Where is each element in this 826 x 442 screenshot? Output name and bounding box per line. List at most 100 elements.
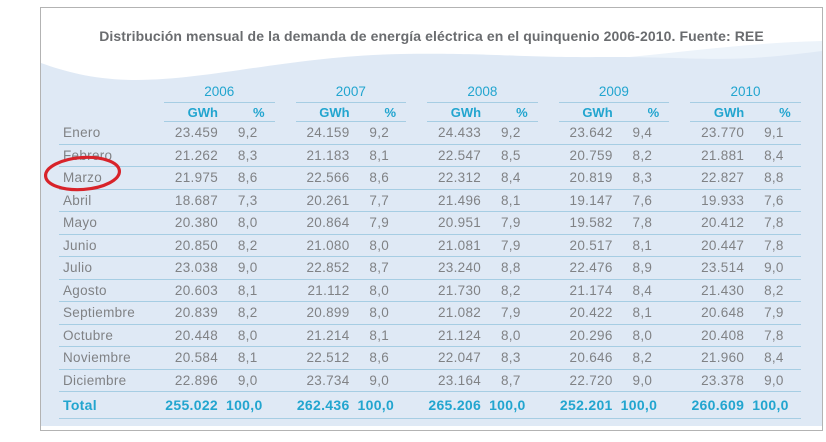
pct-value: 7,7 xyxy=(357,189,407,212)
gwh-value: 21.214 xyxy=(295,324,358,347)
pct-header: % xyxy=(226,102,275,122)
gwh-value: 23.240 xyxy=(427,256,490,280)
gwh-value: 20.517 xyxy=(558,234,621,257)
pct-value: 100,0 xyxy=(752,391,801,419)
pct-value: 7,8 xyxy=(620,211,670,235)
month-label: Agosto xyxy=(59,279,164,302)
gwh-value: 23.164 xyxy=(427,369,490,392)
column-gap xyxy=(537,256,559,280)
pct-value: 8,1 xyxy=(357,324,407,347)
month-row: Junio 20.850 8,2 21.080 8,0 21.081 7,9 20.517 8,… xyxy=(59,234,801,257)
column-gap xyxy=(669,166,691,190)
month-row: Febrero 21.262 8,3 21.183 8,1 22.547 8,5 20.759… xyxy=(59,144,801,167)
pct-value: 8,0 xyxy=(357,234,407,257)
pct-value: 8,2 xyxy=(489,279,538,302)
gwh-value: 23.734 xyxy=(295,369,358,392)
pct-value: 8,7 xyxy=(489,369,538,392)
month-label: Marzo xyxy=(59,166,164,190)
pct-value: 8,4 xyxy=(489,166,538,190)
pct-value: 8,1 xyxy=(226,346,275,370)
pct-header: % xyxy=(357,102,407,122)
gwh-value: 19.147 xyxy=(558,189,621,212)
gwh-value: 22.896 xyxy=(164,369,226,392)
gwh-value: 21.430 xyxy=(690,279,753,302)
gwh-value: 22.547 xyxy=(427,144,490,167)
pct-value: 9,0 xyxy=(226,256,275,280)
month-label: Julio xyxy=(59,256,164,280)
month-row: Septiembre 20.839 8,2 20.899 8,0 21.082 7,9 20.… xyxy=(59,301,801,325)
pct-value: 8,9 xyxy=(620,256,670,280)
column-gap xyxy=(537,144,559,167)
column-gap xyxy=(669,324,691,347)
month-row: Marzo 21.975 8,6 22.566 8,6 22.312 8,4 20.819 8,… xyxy=(59,166,801,190)
figure-title: Distribución mensual de la demanda de en… xyxy=(99,28,764,44)
month-label: Febrero xyxy=(59,144,164,167)
gwh-value: 20.648 xyxy=(690,301,753,325)
gwh-value: 21.174 xyxy=(558,279,621,302)
column-gap xyxy=(537,279,559,302)
gwh-value: 20.839 xyxy=(164,301,226,325)
month-row: Abril 18.687 7,3 20.261 7,7 21.496 8,1 19.147 7,… xyxy=(59,189,801,212)
column-gap xyxy=(669,346,691,370)
gwh-value: 20.899 xyxy=(295,301,358,325)
column-gap xyxy=(537,391,559,419)
pct-value: 8,2 xyxy=(620,346,670,370)
pct-value: 9,0 xyxy=(620,369,670,392)
pct-value: 7,8 xyxy=(752,234,801,257)
column-gap xyxy=(406,234,428,257)
month-row: Octubre 20.448 8,0 21.214 8,1 21.124 8,0 20.296… xyxy=(59,324,801,347)
pct-value: 9,4 xyxy=(620,121,670,145)
pct-value: 8,0 xyxy=(226,211,275,235)
gwh-value: 262.436 xyxy=(295,391,358,419)
gwh-value: 21.881 xyxy=(690,144,753,167)
gwh-header: GWh xyxy=(690,102,753,122)
pct-value: 8,1 xyxy=(226,279,275,302)
total-row: Total 255.022 100,0 262.436 100,0 265.206 100,… xyxy=(59,391,801,419)
column-gap xyxy=(274,301,296,325)
column-gap xyxy=(537,211,559,235)
gwh-header: GWh xyxy=(295,102,358,122)
pct-header: % xyxy=(489,102,538,122)
column-gap xyxy=(406,324,428,347)
gwh-value: 20.819 xyxy=(558,166,621,190)
pct-header: % xyxy=(752,102,801,122)
gwh-value: 20.951 xyxy=(427,211,490,235)
pct-value: 7,6 xyxy=(620,189,670,212)
gwh-value: 21.124 xyxy=(427,324,490,347)
column-gap xyxy=(669,121,691,145)
column-gap xyxy=(537,121,559,145)
pct-value: 8,0 xyxy=(620,324,670,347)
subheader-row: GWh % GWh % GWh % GWh % GWh % xyxy=(59,102,801,122)
column-gap xyxy=(274,144,296,167)
pct-value: 8,3 xyxy=(226,144,275,167)
gwh-value: 20.380 xyxy=(164,211,226,235)
column-gap xyxy=(274,211,296,235)
pct-value: 8,6 xyxy=(357,346,407,370)
column-gap xyxy=(669,144,691,167)
column-gap xyxy=(669,256,691,280)
pct-value: 7,8 xyxy=(752,324,801,347)
month-label: Enero xyxy=(59,121,164,145)
column-gap xyxy=(669,391,691,419)
column-gap xyxy=(274,256,296,280)
pct-value: 100,0 xyxy=(489,391,538,419)
column-gap xyxy=(274,324,296,347)
gwh-header: GWh xyxy=(164,102,226,122)
gwh-value: 19.582 xyxy=(558,211,621,235)
column-gap xyxy=(406,256,428,280)
gwh-value: 23.378 xyxy=(690,369,753,392)
month-label: Abril xyxy=(59,189,164,212)
column-gap xyxy=(537,346,559,370)
pct-value: 8,0 xyxy=(489,324,538,347)
column-gap xyxy=(406,369,428,392)
gwh-value: 23.514 xyxy=(690,256,753,280)
gwh-value: 19.933 xyxy=(690,189,753,212)
gwh-value: 260.609 xyxy=(690,391,753,419)
gwh-value: 20.864 xyxy=(295,211,358,235)
column-gap xyxy=(537,166,559,190)
pct-value: 100,0 xyxy=(226,391,275,419)
column-gap xyxy=(406,144,428,167)
gwh-value: 23.038 xyxy=(164,256,226,280)
pct-value: 100,0 xyxy=(357,391,407,419)
gwh-value: 21.730 xyxy=(427,279,490,302)
